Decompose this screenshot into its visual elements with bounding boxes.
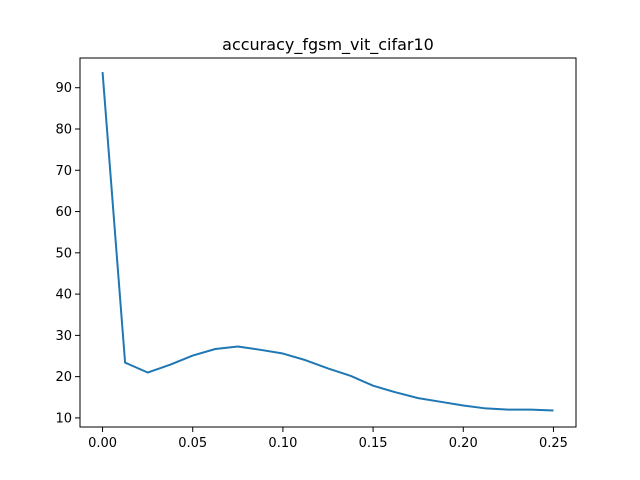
x-tick-label: 0.25 xyxy=(539,436,568,451)
y-tick-label: 40 xyxy=(55,288,72,303)
y-tick-label: 50 xyxy=(55,246,72,261)
y-tick-label: 60 xyxy=(55,205,72,220)
y-tick-label: 30 xyxy=(55,329,72,344)
plot-frame xyxy=(79,57,577,428)
series-line xyxy=(101,71,554,412)
x-tick-label: 0.20 xyxy=(449,436,478,451)
x-tick-label: 0.05 xyxy=(178,436,207,451)
y-tick-label: 70 xyxy=(55,164,72,179)
y-tick-label: 10 xyxy=(55,411,72,426)
y-tick-label: 20 xyxy=(55,370,72,385)
x-tick-label: 0.15 xyxy=(359,436,388,451)
x-tick-label: 0.10 xyxy=(268,436,297,451)
y-tick-label: 90 xyxy=(55,81,72,96)
y-axis-ticks: 10 20 30 40 50 60 70 80 90 xyxy=(55,81,80,426)
chart-title: accuracy_fgsm_vit_cifar10 xyxy=(222,35,434,55)
y-tick-label: 80 xyxy=(55,122,72,137)
x-tick-label: 0.00 xyxy=(88,436,117,451)
series-layer xyxy=(101,71,554,412)
x-axis-ticks: 0.00 0.05 0.10 0.15 0.20 0.25 xyxy=(88,427,568,451)
